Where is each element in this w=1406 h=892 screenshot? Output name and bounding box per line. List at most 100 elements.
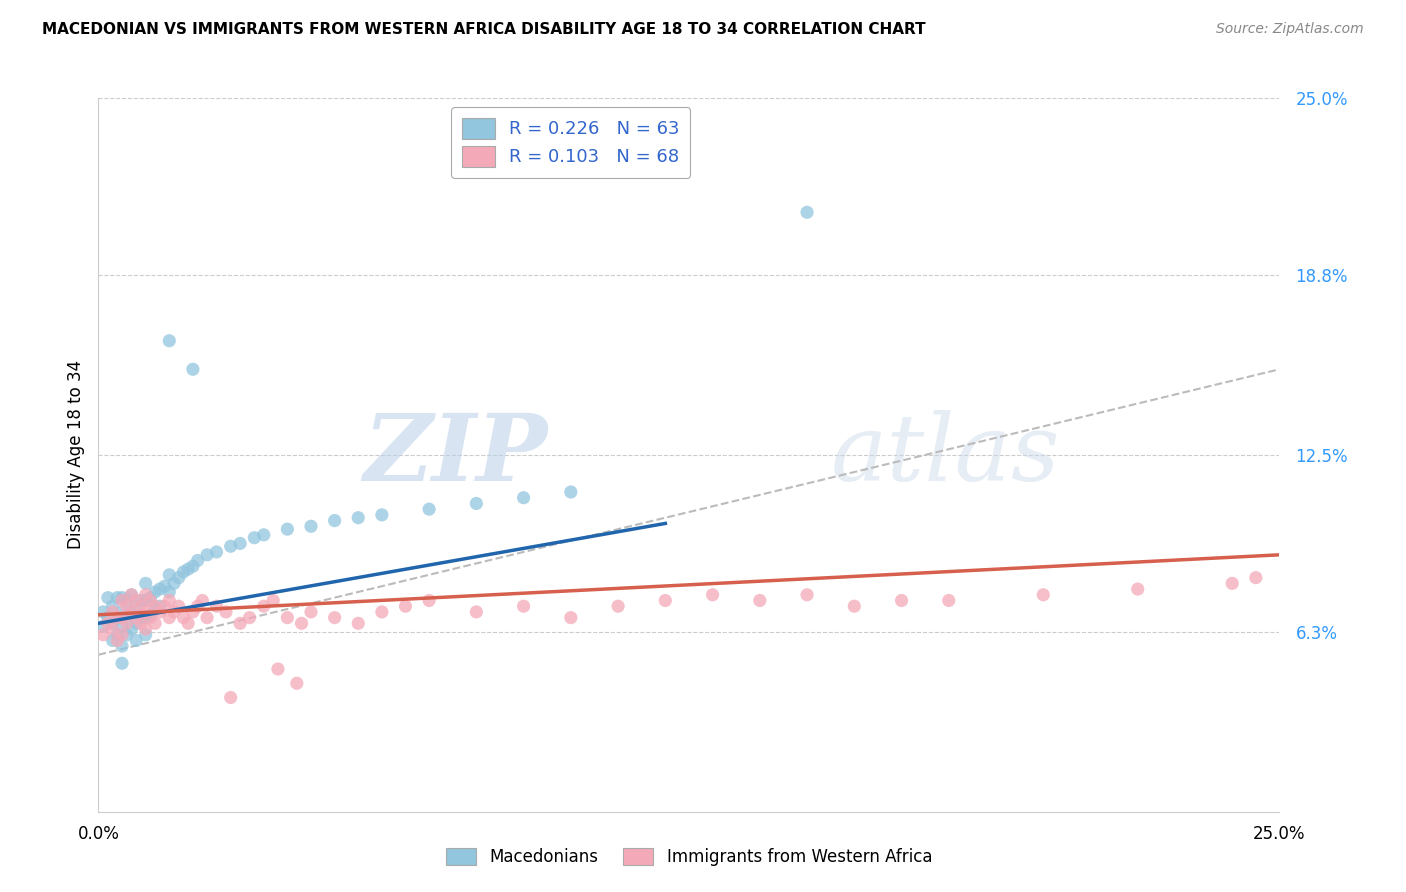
Point: [187, 599, 209, 614]
Point: [394, 599, 416, 614]
Point: [115, 610, 138, 624]
Point: [105, 628, 128, 642]
Point: [157, 585, 180, 599]
Point: [796, 588, 818, 602]
Point: [177, 616, 200, 631]
Point: [135, 593, 157, 607]
Point: [276, 522, 298, 536]
Point: [371, 605, 394, 619]
Point: [560, 610, 582, 624]
Point: [125, 593, 148, 607]
Point: [143, 599, 166, 614]
Point: [101, 622, 124, 636]
Point: [111, 628, 134, 642]
Text: MACEDONIAN VS IMMIGRANTS FROM WESTERN AFRICA DISABILITY AGE 18 TO 34 CORRELATION: MACEDONIAN VS IMMIGRANTS FROM WESTERN AF…: [42, 22, 925, 37]
Text: ZIP: ZIP: [363, 410, 547, 500]
Point: [97, 610, 120, 624]
Point: [101, 599, 124, 614]
Point: [115, 628, 138, 642]
Point: [1244, 571, 1267, 585]
Point: [111, 639, 134, 653]
Point: [139, 607, 162, 622]
Point: [219, 690, 242, 705]
Point: [748, 593, 770, 607]
Point: [163, 576, 186, 591]
Point: [149, 582, 172, 596]
Point: [111, 610, 134, 624]
Point: [135, 610, 157, 624]
Point: [1126, 582, 1149, 596]
Point: [105, 610, 128, 624]
Point: [105, 610, 128, 624]
Point: [229, 536, 252, 550]
Point: [285, 676, 308, 690]
Point: [121, 605, 143, 619]
Point: [157, 593, 180, 607]
Point: [938, 593, 960, 607]
Text: Source: ZipAtlas.com: Source: ZipAtlas.com: [1216, 22, 1364, 37]
Point: [115, 593, 138, 607]
Point: [111, 619, 134, 633]
Point: [267, 662, 290, 676]
Point: [177, 562, 200, 576]
Point: [512, 599, 534, 614]
Point: [239, 610, 262, 624]
Point: [299, 605, 322, 619]
Point: [101, 633, 124, 648]
Point: [125, 610, 148, 624]
Point: [125, 633, 148, 648]
Point: [91, 628, 114, 642]
Point: [465, 605, 488, 619]
Point: [149, 605, 172, 619]
Point: [187, 553, 209, 567]
Point: [418, 593, 440, 607]
Legend: Macedonians, Immigrants from Western Africa: Macedonians, Immigrants from Western Afr…: [437, 840, 941, 875]
Point: [172, 610, 194, 624]
Point: [215, 605, 238, 619]
Point: [1220, 576, 1243, 591]
Point: [115, 599, 138, 614]
Point: [299, 519, 322, 533]
Point: [796, 205, 818, 219]
Point: [129, 593, 152, 607]
Point: [105, 591, 128, 605]
Point: [157, 334, 180, 348]
Point: [167, 571, 190, 585]
Text: atlas: atlas: [831, 410, 1060, 500]
Point: [91, 605, 114, 619]
Point: [844, 599, 866, 614]
Point: [121, 622, 143, 636]
Point: [181, 362, 204, 376]
Point: [253, 528, 276, 542]
Point: [195, 610, 218, 624]
Point: [105, 633, 128, 648]
Point: [135, 576, 157, 591]
Point: [418, 502, 440, 516]
Point: [111, 605, 134, 619]
Point: [111, 591, 134, 605]
Point: [195, 548, 218, 562]
Point: [560, 485, 582, 500]
Point: [262, 593, 284, 607]
Point: [181, 605, 204, 619]
Point: [276, 610, 298, 624]
Point: [157, 567, 180, 582]
Point: [101, 605, 124, 619]
Point: [323, 514, 346, 528]
Point: [129, 616, 152, 631]
Point: [125, 616, 148, 631]
Point: [512, 491, 534, 505]
Point: [91, 619, 114, 633]
Point: [654, 593, 676, 607]
Point: [153, 599, 176, 614]
Point: [125, 599, 148, 614]
Point: [253, 599, 276, 614]
Point: [702, 588, 724, 602]
Point: [167, 599, 190, 614]
Point: [143, 585, 166, 599]
Point: [143, 616, 166, 631]
Point: [111, 657, 134, 671]
Point: [163, 605, 186, 619]
Point: [121, 588, 143, 602]
Point: [347, 510, 370, 524]
